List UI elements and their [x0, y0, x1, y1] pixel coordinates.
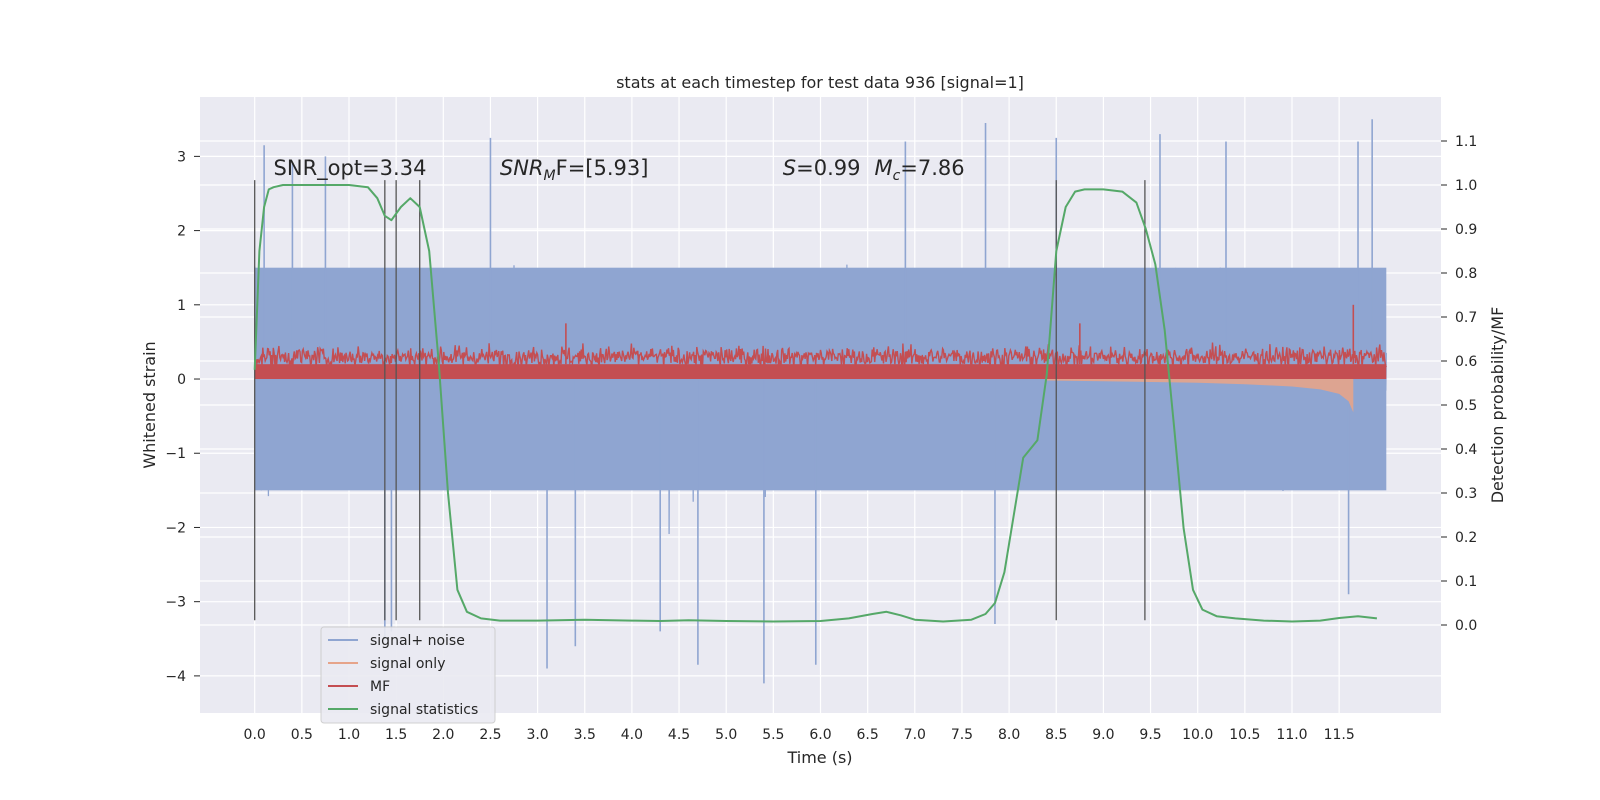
y-right-tick-label-6: 0.6	[1455, 354, 1477, 370]
y-right-tick-label-7: 0.7	[1455, 310, 1477, 326]
annotation-mc-value: =7.86	[900, 156, 964, 180]
series-signal-only	[1046, 369, 1354, 413]
annotation-snr-mf: SNRMF=[5.93]	[500, 156, 649, 184]
x-tick-label-19: 9.5	[1139, 727, 1161, 743]
x-tick-label-13: 6.5	[857, 727, 879, 743]
x-tick-label-10: 5.0	[715, 727, 737, 743]
y-left-axis-label: Whitened strain	[140, 341, 159, 468]
x-tick-label-15: 7.5	[951, 727, 973, 743]
legend: signal+ noise signal only MF signal stat…	[320, 626, 496, 724]
series-signal-statistics	[253, 184, 1378, 623]
y-right-tick-label-9: 0.9	[1455, 222, 1477, 238]
x-tick-label-6: 3.0	[526, 727, 548, 743]
annotation-stats: S=0.99 Mc=7.86	[783, 156, 965, 184]
annotation-snr-opt: SNR_opt=3.34	[274, 156, 427, 181]
y-left-tick-label-2: −2	[165, 520, 186, 536]
x-tick-label-5: 2.5	[479, 727, 501, 743]
y-right-axis-label: Detection probability/MF	[1488, 307, 1507, 504]
mf-line	[254, 342, 1387, 372]
y-right-axis-ticks: 0.0 0.1 0.2 0.3 0.4 0.5 0.6 0.7 0.8 0.9 1.0 1.1	[1441, 134, 1477, 634]
series-mf	[254, 304, 1387, 380]
x-tick-label-7: 3.5	[574, 727, 596, 743]
legend-label-signal-statistics: signal statistics	[370, 702, 478, 718]
x-tick-label-14: 7.0	[904, 727, 926, 743]
legend-label-mf: MF	[370, 679, 390, 695]
signal-only-area	[1046, 369, 1354, 413]
chart-title: stats at each timestep for test data 936…	[616, 73, 1024, 92]
annotations: SNR_opt=3.34 SNRMF=[5.93] S=0.99 Mc=7.86	[274, 156, 965, 184]
x-tick-label-2: 1.0	[338, 727, 360, 743]
x-tick-label-17: 8.5	[1045, 727, 1067, 743]
x-tick-label-4: 2.0	[432, 727, 454, 743]
signal-statistics-line	[253, 184, 1378, 623]
x-tick-label-9: 4.5	[668, 727, 690, 743]
y-right-tick-label-0: 0.0	[1455, 618, 1477, 634]
y-left-tick-label-5: 1	[177, 298, 186, 314]
y-right-tick-label-4: 0.4	[1455, 442, 1477, 458]
x-tick-label-12: 6.0	[809, 727, 831, 743]
x-tick-label-11: 5.5	[762, 727, 784, 743]
x-tick-label-16: 8.0	[998, 727, 1020, 743]
y-right-tick-label-11: 1.1	[1455, 134, 1477, 150]
y-right-tick-label-8: 0.8	[1455, 266, 1477, 282]
x-tick-label-23: 11.5	[1324, 727, 1355, 743]
y-left-tick-label-3: −1	[165, 446, 186, 462]
annotation-snr-mf-main: SNR	[500, 156, 544, 180]
x-tick-label-1: 0.5	[291, 727, 313, 743]
x-tick-label-21: 10.5	[1229, 727, 1260, 743]
legend-box	[320, 626, 496, 724]
annotation-snr-mf-sub: M	[544, 168, 556, 184]
legend-label-signal-noise: signal+ noise	[370, 633, 465, 649]
x-tick-label-0: 0.0	[244, 727, 266, 743]
legend-label-signal-only: signal only	[370, 656, 445, 672]
y-right-tick-label-10: 1.0	[1455, 178, 1477, 194]
y-left-tick-label-7: 3	[177, 149, 186, 165]
x-tick-label-3: 1.5	[385, 727, 407, 743]
annotation-mc-sub: c	[893, 168, 901, 184]
x-tick-label-18: 9.0	[1092, 727, 1114, 743]
x-tick-label-22: 11.0	[1276, 727, 1307, 743]
y-right-tick-label-3: 0.3	[1455, 486, 1477, 502]
x-axis-ticks: 0.0 0.5 1.0 1.5 2.0 2.5 3.0 3.5 4.0 4.5 5.0 5.5 6.0 6…	[244, 727, 1355, 743]
annotation-s-label: S	[783, 156, 796, 180]
x-tick-label-8: 4.0	[621, 727, 643, 743]
x-tick-label-20: 10.0	[1182, 727, 1213, 743]
y-left-axis-ticks: −4 −3 −2 −1 0 1 2 3	[165, 149, 200, 685]
mf-band	[254, 364, 1387, 380]
y-right-tick-label-2: 0.2	[1455, 530, 1477, 546]
y-right-tick-label-1: 0.1	[1455, 574, 1477, 590]
annotation-snr-mf-rest: F=[5.93]	[556, 156, 649, 180]
annotation-mc-label: M	[874, 156, 892, 180]
x-axis-label: Time (s)	[786, 748, 852, 767]
plot-area	[253, 119, 1387, 684]
y-right-tick-label-5: 0.5	[1455, 398, 1477, 414]
annotation-s-value: =0.99	[796, 156, 860, 180]
y-left-tick-label-0: −4	[165, 669, 186, 685]
y-left-tick-label-4: 0	[177, 372, 186, 388]
y-left-tick-label-6: 2	[177, 224, 186, 240]
y-left-tick-label-1: −3	[165, 595, 186, 611]
